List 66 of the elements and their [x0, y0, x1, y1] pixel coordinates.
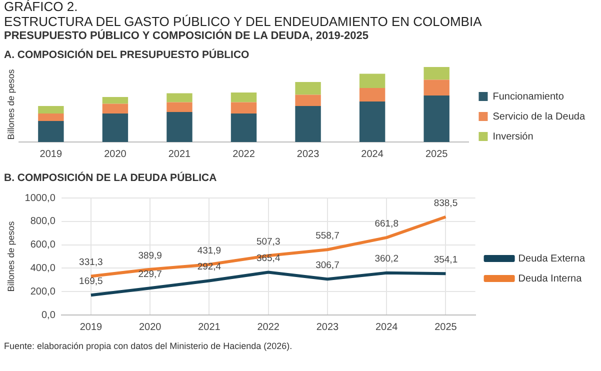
data-label: 838,5 — [434, 197, 458, 208]
bar — [166, 92, 192, 102]
data-label: 431,9 — [197, 244, 222, 256]
x-tick-label: 2022 — [232, 148, 256, 160]
legend-label: Deuda Externa — [518, 252, 586, 264]
legend-label: Funcionamiento — [492, 90, 564, 102]
x-tick-label: 2025 — [425, 148, 448, 160]
y-tick-label: 1000,0 — [24, 192, 56, 204]
bar — [38, 113, 64, 121]
x-tick-label: 2021 — [198, 321, 221, 332]
bar — [230, 92, 257, 102]
bar — [102, 96, 128, 104]
data-label: 306,7 — [316, 260, 340, 271]
data-label: 229,7 — [138, 268, 162, 280]
bar — [166, 112, 192, 142]
y-tick-label: 200,0 — [30, 286, 56, 297]
data-label: 360,2 — [374, 253, 398, 264]
y-axis-title: Billones de pesos — [6, 68, 16, 140]
bar — [295, 94, 321, 106]
legend-label: Inversión — [492, 130, 534, 142]
bar — [359, 88, 386, 102]
chart-title: B. COMPOSICIÓN DE LA DEUDA PÚBLICA — [4, 172, 218, 184]
bar — [424, 79, 450, 96]
y-axis-title: Billones de pesos — [6, 220, 16, 292]
x-tick-label: 2019 — [40, 148, 62, 160]
x-tick-label: 2023 — [296, 148, 320, 160]
data-label: 169,5 — [79, 276, 103, 287]
x-tick-label: 2021 — [168, 148, 192, 160]
data-label: 389,9 — [138, 250, 162, 261]
x-tick-label: 2023 — [316, 321, 340, 332]
bar — [102, 103, 128, 114]
data-label: 354,1 — [434, 254, 458, 265]
bar — [38, 120, 64, 142]
legend-label: Servicio de la Deuda — [492, 110, 586, 122]
x-tick-label: 2022 — [257, 321, 280, 332]
data-label: 558,7 — [316, 230, 340, 242]
y-tick-label: 0,0 — [41, 309, 56, 320]
bar — [230, 113, 257, 142]
x-tick-label: 2024 — [375, 321, 398, 332]
bar — [424, 95, 450, 142]
y-tick-label: 400,0 — [30, 262, 56, 274]
bar — [295, 106, 321, 142]
bar — [166, 102, 192, 112]
bar — [295, 82, 321, 94]
x-tick-label: 2024 — [361, 148, 384, 160]
bar — [38, 106, 64, 114]
y-tick-label: 800,0 — [30, 216, 56, 227]
data-label: 331,3 — [79, 256, 103, 268]
data-label: 661,8 — [374, 218, 398, 229]
source-note: Fuente: elaboración propia con datos del Ministerio de Hacienda (2026). — [4, 340, 294, 351]
x-tick-label: 2025 — [434, 321, 458, 332]
bar — [102, 113, 128, 142]
bar — [359, 73, 386, 88]
x-tick-label: 2020 — [138, 321, 162, 332]
legend-label: Deuda Interna — [518, 272, 582, 284]
x-tick-label: 2020 — [104, 148, 127, 160]
text: PRESUPUESTO PÚBLICO Y COMPOSICIÓN DE LA DEUDA, 2019-2025 — [4, 30, 370, 43]
text: ESTRUCTURA DEL GASTO PÚBLICO Y DEL ENDEUDAMIENTO EN COLOMBIA — [4, 14, 483, 29]
bar — [230, 102, 257, 114]
text: GRÁFICO 2. — [4, 0, 79, 15]
y-tick-label: 600,0 — [30, 239, 56, 250]
x-tick-label: 2019 — [80, 321, 103, 332]
bar — [359, 101, 386, 142]
data-label: 507,3 — [256, 236, 280, 248]
chart-title: A. COMPOSICIÓN DEL PRESUPUESTO PÚBLICO — [4, 48, 250, 61]
bar — [424, 66, 450, 80]
